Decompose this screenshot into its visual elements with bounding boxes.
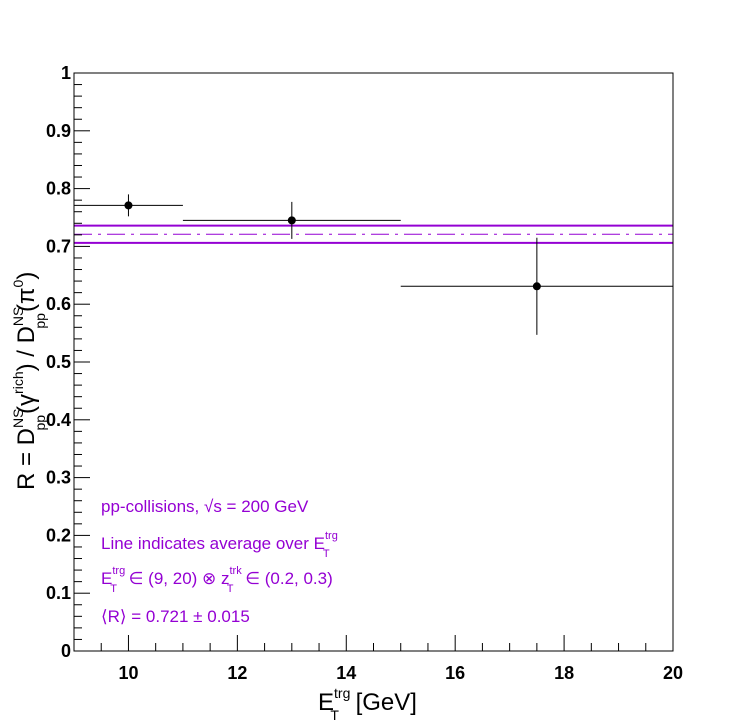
x-tick-label: 18	[554, 663, 574, 683]
y-axis-title-num-close: ) / D	[13, 326, 40, 371]
annotation-range-z-sub: T	[227, 583, 234, 595]
data-points	[74, 194, 673, 335]
annotation-average-note: Line indicates average over Etrg T	[101, 530, 338, 560]
annotation-range: Etrg T ∈ (9, 20) ⊗ ztrk T ∈ (0.2, 0.3)	[101, 565, 333, 595]
annotation-range-end: ∈ (0.2, 0.3)	[240, 569, 332, 588]
y-tick-label: 0.3	[46, 468, 71, 488]
y-tick-label: 0	[61, 641, 71, 661]
y-tick-label: 0.6	[46, 294, 71, 314]
y-tick-label: 0.8	[46, 179, 71, 199]
annotation-collisions: pp-collisions, √s = 200 GeV	[101, 497, 309, 516]
x-tick-label: 14	[336, 663, 356, 683]
x-axis-ticks: 10 12 14 16 18 20	[73, 635, 683, 683]
y-axis-title: R = DNS pp(γrich) / DNS pp(π0)	[10, 272, 48, 490]
x-axis-title: Etrg T [GeV]	[318, 685, 417, 723]
x-tick-label: 16	[445, 663, 465, 683]
annotation-range-e-sup: trg	[112, 565, 125, 577]
y-tick-label: 0.4	[46, 410, 71, 430]
y-axis-title-den-sup: NS	[10, 307, 26, 326]
x-axis-title-sub: T	[330, 707, 339, 723]
x-tick-label: 10	[118, 663, 138, 683]
y-axis-title-den-arg-sup: 0	[10, 279, 26, 287]
annotation-average-sup: trg	[325, 530, 338, 542]
y-axis-title-den-sub: pp	[32, 313, 48, 329]
y-axis-title-num-sub: pp	[32, 415, 48, 431]
y-axis-title-num-arg: (γ	[13, 394, 40, 414]
y-axis-title-num-sup: NS	[10, 409, 26, 428]
annotation-range-e-sub: T	[110, 583, 117, 595]
y-axis-title-den-arg: (π	[13, 287, 40, 312]
y-axis-title-den-close: )	[13, 272, 40, 280]
y-axis-title-num-arg-sup: rich	[10, 371, 26, 394]
annotation-average-sub: T	[323, 548, 330, 560]
average-band	[74, 224, 673, 244]
annotation-average-text: Line indicates average over E	[101, 534, 325, 553]
y-tick-label: 0.5	[46, 352, 71, 372]
y-axis-ticks: 0 0.1 0.2 0.3 0.4 0.5 0.6 0.7 0.8 0.9 1	[46, 63, 90, 661]
x-tick-label: 12	[227, 663, 247, 683]
data-point	[287, 216, 296, 225]
y-tick-label: 0.9	[46, 121, 71, 141]
y-tick-label: 0.7	[46, 236, 71, 256]
data-point	[124, 201, 133, 210]
x-axis-title-unit: [GeV]	[349, 689, 417, 716]
annotation-mean-value: ⟨R⟩ = 0.721 ± 0.015	[101, 607, 250, 626]
annotation-block: pp-collisions, √s = 200 GeV Line indicat…	[101, 497, 338, 626]
x-axis-title-sup: trg	[334, 685, 350, 701]
y-axis-title-prefix: R = D	[13, 428, 40, 490]
y-tick-label: 1	[61, 63, 71, 83]
y-tick-label: 0.2	[46, 525, 71, 545]
x-tick-label: 20	[663, 663, 683, 683]
data-point	[532, 282, 541, 291]
annotation-range-z-sup: trk	[230, 565, 243, 577]
x-axis-title-main: E	[318, 689, 334, 716]
y-tick-label: 0.1	[46, 583, 71, 603]
annotation-range-e: E	[101, 569, 112, 588]
annotation-range-mid: ∈ (9, 20) ⊗ z	[124, 569, 230, 588]
